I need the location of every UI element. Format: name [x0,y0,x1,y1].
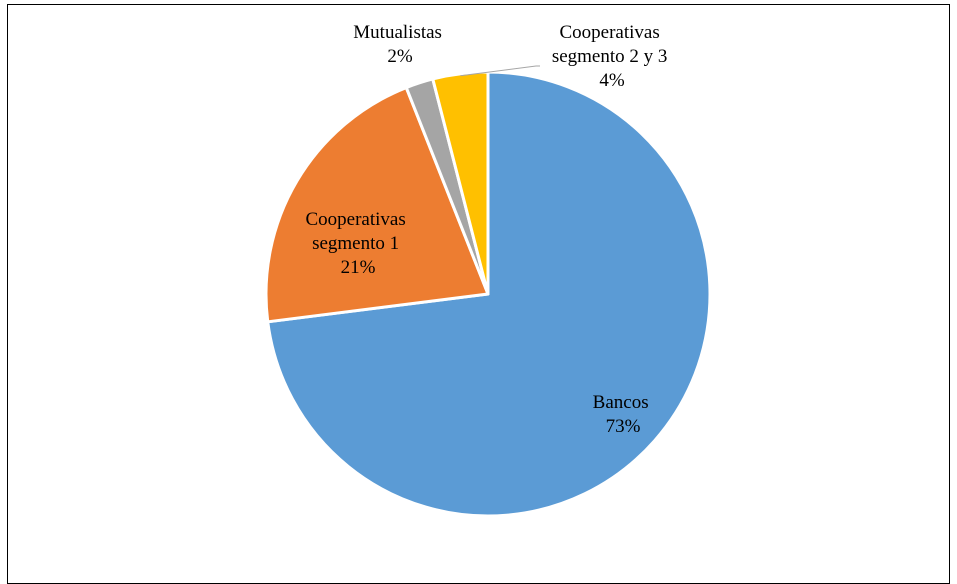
slice-label-bancos: Bancos 73% [593,392,654,437]
slice-label-cooperativas-segmento-1: Cooperativas segmento 1 21% [305,209,410,278]
slice-label-bancos-name: Bancos [593,392,649,413]
slice-label-mutualistas-name: Mutualistas [353,22,442,43]
leader-line-cooperativas-segmento-2-y-3 [460,65,540,77]
pie-slices [264,70,712,518]
slice-label-coop1-line1: Cooperativas [305,209,405,230]
slice-label-coop1-line2: segmento 1 [312,233,399,254]
slice-label-coop23-line2: segmento 2 y 3 [552,46,668,67]
slice-label-coop23-percent: 4% [599,70,625,91]
slice-label-cooperativas-segmento-2-y-3: Cooperativas segmento 2 y 3 4% [552,22,672,91]
pie-slice-cooperativas-segmento-1 [264,86,490,324]
slice-label-coop1-percent: 21% [341,257,376,278]
slice-label-mutualistas-percent: 2% [387,46,413,67]
slice-label-coop23-line1: Cooperativas [559,22,659,43]
slice-label-mutualistas: Mutualistas 2% [353,22,446,67]
slice-label-bancos-percent: 73% [606,416,641,437]
leader-lines [460,65,540,77]
